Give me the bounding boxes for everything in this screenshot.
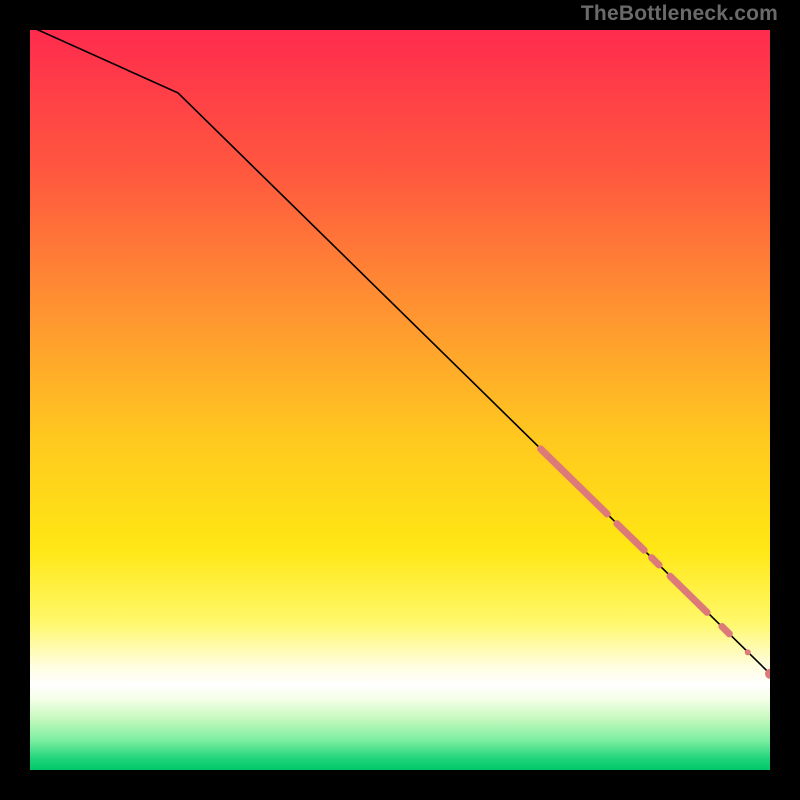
bottleneck-line <box>30 30 770 674</box>
line-segment <box>617 524 644 551</box>
chart-overlay <box>30 30 770 770</box>
plot-area <box>30 30 770 770</box>
line-segment <box>722 626 729 633</box>
line-segment <box>652 558 659 565</box>
stage: TheBottleneck.com <box>0 0 800 800</box>
watermark-text: TheBottleneck.com <box>581 2 778 26</box>
line-segment <box>670 576 707 612</box>
line-dot-marker <box>745 649 751 655</box>
line-segments <box>541 449 730 634</box>
line-segment <box>541 449 608 514</box>
